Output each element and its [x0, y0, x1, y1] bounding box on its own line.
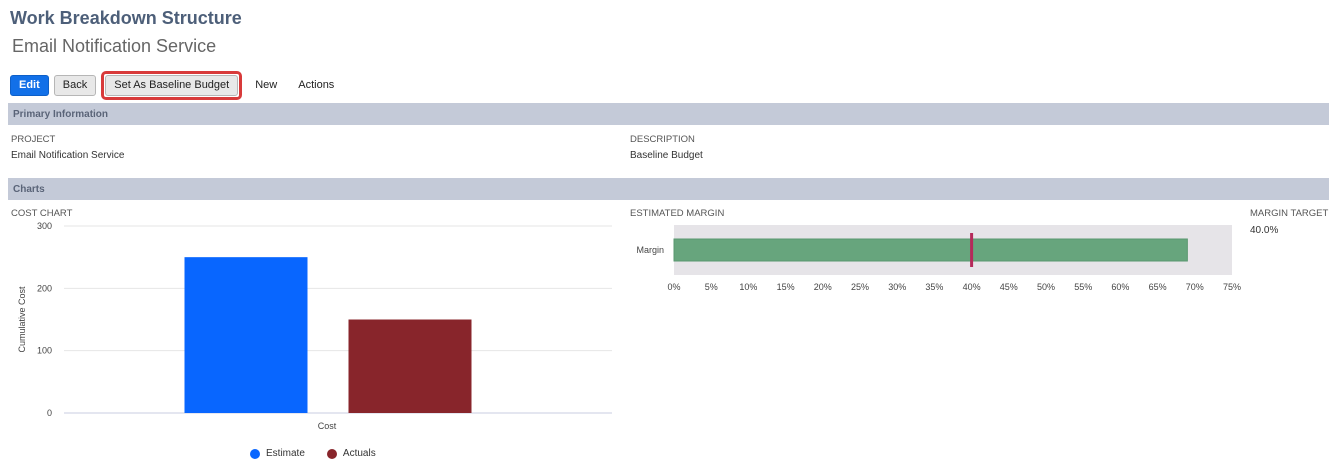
bar-actuals[interactable]	[348, 319, 472, 414]
bar-estimate[interactable]	[184, 257, 308, 413]
legend-label-estimate: Estimate	[266, 448, 305, 459]
x-tick-label: 35%	[925, 282, 943, 292]
margin-target-marker[interactable]	[970, 233, 974, 267]
x-tick-label: 5%	[705, 282, 718, 292]
primary-information-section-header[interactable]: Primary Information	[8, 103, 1329, 125]
cost-chart-legend: Estimate Actuals	[250, 448, 398, 459]
project-value: Email Notification Service	[11, 150, 125, 161]
x-tick-label: 15%	[777, 282, 795, 292]
page-subtitle: Email Notification Service	[12, 36, 217, 56]
x-tick-label: 50%	[1037, 282, 1055, 292]
y-tick-label: 300	[37, 221, 52, 231]
estimated-margin-label: ESTIMATED MARGIN	[630, 208, 725, 219]
cost-chart-label: COST CHART	[11, 208, 73, 219]
edit-button[interactable]: Edit	[10, 74, 49, 96]
x-tick-label: 10%	[739, 282, 757, 292]
x-tick-label: 70%	[1186, 282, 1204, 292]
actions-button[interactable]: Actions	[298, 79, 335, 91]
back-button[interactable]: Back	[53, 74, 97, 96]
set-as-baseline-budget-button[interactable]: Set As Baseline Budget	[105, 74, 239, 96]
highlight-box: Set As Baseline Budget	[101, 70, 243, 100]
margin-category-label: Margin	[636, 245, 664, 255]
margin-target-value: 40.0%	[1250, 225, 1279, 236]
x-tick-label: 45%	[1000, 282, 1018, 292]
cost-chart: 0 100 200 300 Cumulative Cost Cost	[17, 221, 612, 431]
project-label: PROJECT	[11, 134, 56, 145]
margin-chart: Margin 0% 5% 10% 15% 20% 25% 30% 35% 40% 45% 50% 55%…	[636, 225, 1241, 292]
legend-item-estimate[interactable]: Estimate	[250, 448, 305, 459]
toolbar: Edit Back Set As Baseline Budget New Act…	[10, 70, 342, 100]
charts-section-header[interactable]: Charts	[8, 178, 1329, 200]
margin-target-label: MARGIN TARGET	[1250, 208, 1329, 219]
x-tick-label: 40%	[963, 282, 981, 292]
x-tick-label: 25%	[851, 282, 869, 292]
x-tick-label: 55%	[1074, 282, 1092, 292]
x-tick-label: 30%	[888, 282, 906, 292]
legend-swatch-estimate	[250, 448, 260, 459]
new-button[interactable]: New	[255, 79, 278, 91]
x-tick-label: Cost	[318, 421, 337, 431]
y-tick-label: 0	[47, 408, 52, 418]
y-tick-label: 100	[37, 346, 52, 356]
x-tick-label: 0%	[667, 282, 680, 292]
description-value: Baseline Budget	[630, 150, 703, 161]
x-tick-label: 60%	[1111, 282, 1129, 292]
legend-swatch-actuals	[326, 448, 337, 459]
y-axis-label: Cumulative Cost	[17, 286, 27, 353]
legend-item-actuals[interactable]: Actuals	[326, 448, 376, 459]
y-tick-label: 200	[37, 283, 52, 293]
x-tick-label: 75%	[1223, 282, 1241, 292]
x-tick-label: 65%	[1149, 282, 1167, 292]
margin-bar[interactable]	[673, 238, 1188, 262]
legend-label-actuals: Actuals	[342, 448, 376, 459]
page-title: Work Breakdown Structure	[10, 8, 242, 28]
x-tick-label: 20%	[814, 282, 832, 292]
description-label: DESCRIPTION	[630, 134, 695, 145]
